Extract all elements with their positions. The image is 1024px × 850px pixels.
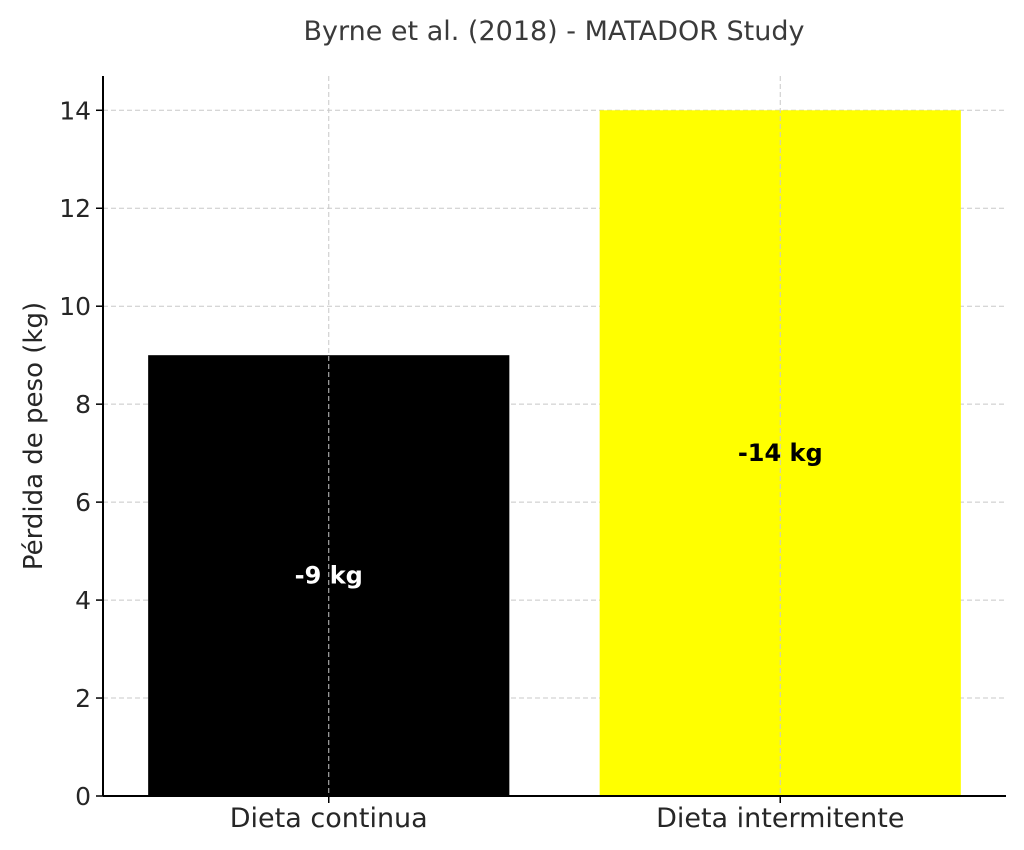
y-axis-label: Pérdida de peso (kg) xyxy=(19,302,49,570)
x-tick-label: Dieta continua xyxy=(230,803,428,834)
x-tick-label: Dieta intermitente xyxy=(656,803,904,834)
axes xyxy=(102,76,1006,797)
y-tick-label: 8 xyxy=(75,390,91,419)
y-tick-label: 4 xyxy=(75,586,91,615)
y-tick-label: 10 xyxy=(59,292,91,321)
data-label-2: -14 kg xyxy=(738,439,823,467)
y-tick-label: 12 xyxy=(59,194,91,223)
y-tick-label: 2 xyxy=(75,684,91,713)
y-tick-label: 6 xyxy=(75,488,91,517)
chart-title: Byrne et al. (2018) - MATADOR Study xyxy=(304,16,805,47)
data-labels: -9 kg -14 kg xyxy=(295,439,823,589)
vertical-grid xyxy=(328,76,781,796)
tick-labels: 0 2 4 6 8 10 12 14 Dieta continua Dieta intermite… xyxy=(59,96,904,834)
y-tick-label: 0 xyxy=(75,782,91,811)
bars xyxy=(148,110,961,797)
data-label-1: -9 kg xyxy=(295,562,363,590)
y-tick-label: 14 xyxy=(59,96,91,125)
